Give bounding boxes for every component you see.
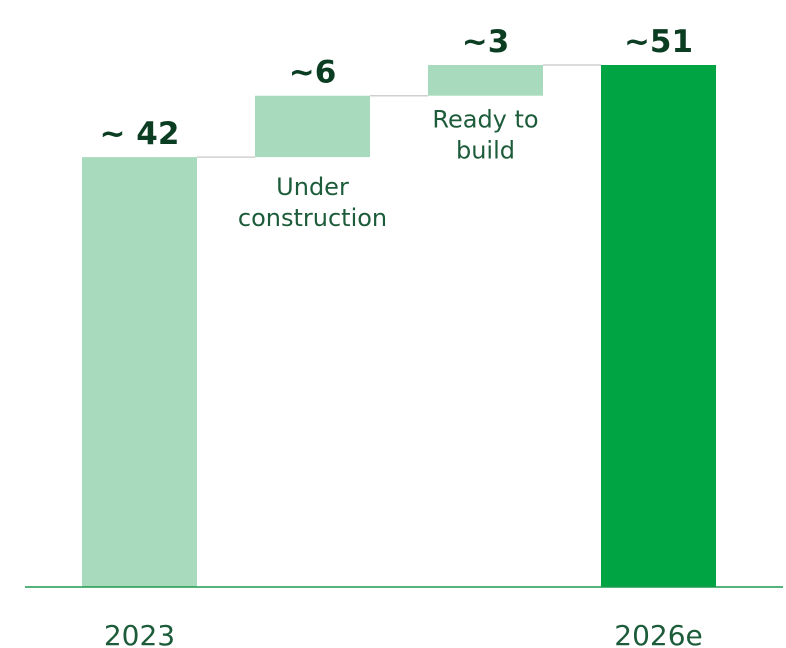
bar-3	[428, 65, 543, 96]
labels: ~ 42 2023 ~6 Under construction ~3 Ready to bui…	[100, 24, 703, 648]
step-label-3-line-2: build	[456, 137, 515, 165]
bar-1	[82, 157, 197, 587]
bar-4	[601, 65, 716, 587]
value-label-3: ~3	[462, 24, 510, 60]
value-label-2: ~6	[289, 55, 337, 91]
step-label-2-line-1: Under	[276, 173, 349, 201]
value-label-4: ~51	[624, 24, 693, 60]
bar-2	[255, 95, 370, 158]
bars	[82, 65, 716, 587]
value-label-1: ~ 42	[100, 116, 180, 152]
step-label-2-line-2: construction	[238, 204, 387, 232]
connector-lines	[197, 64, 601, 158]
step-label-3-line-1: Ready to	[432, 106, 538, 134]
category-label-1: 2023	[104, 619, 175, 648]
category-label-4: 2026e	[614, 619, 702, 648]
